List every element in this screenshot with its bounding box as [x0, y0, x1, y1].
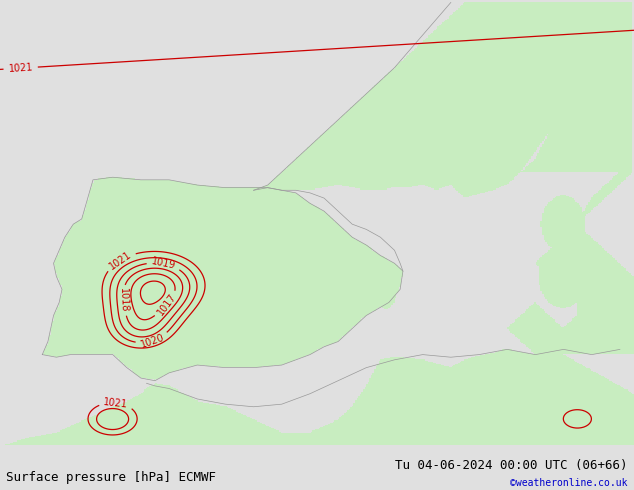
Text: 1019: 1019	[151, 256, 177, 271]
Text: ©weatheronline.co.uk: ©weatheronline.co.uk	[510, 478, 628, 488]
Text: 1017: 1017	[155, 292, 178, 317]
Text: 1020: 1020	[139, 332, 166, 350]
Text: Tu 04-06-2024 00:00 UTC (06+66): Tu 04-06-2024 00:00 UTC (06+66)	[395, 459, 628, 472]
Text: 1021: 1021	[107, 249, 133, 271]
Text: 1021: 1021	[103, 396, 129, 409]
Text: 1021: 1021	[8, 62, 33, 74]
Text: Surface pressure [hPa] ECMWF: Surface pressure [hPa] ECMWF	[6, 471, 216, 484]
Text: 1018: 1018	[119, 288, 129, 313]
